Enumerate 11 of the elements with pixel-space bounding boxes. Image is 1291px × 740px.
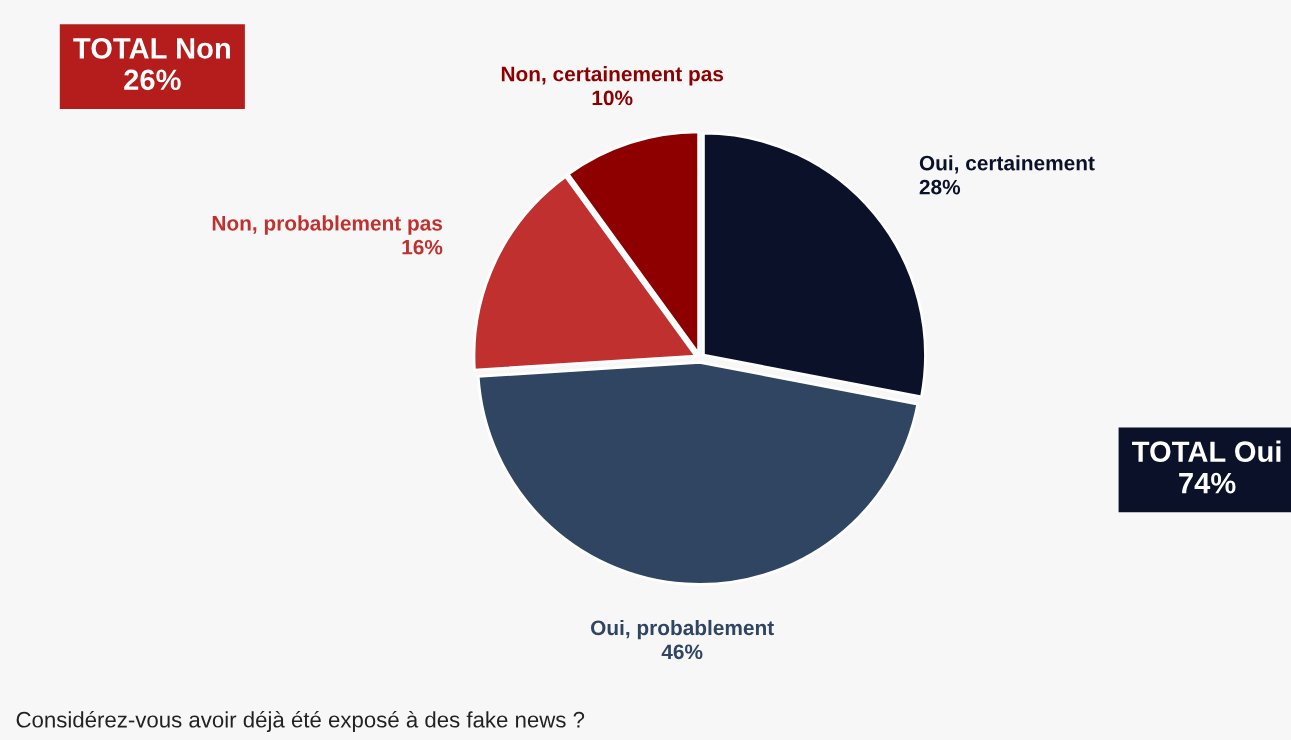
text: TOTAL Oui 74% [1132, 440, 1281, 494]
data-label: 10% [592, 90, 633, 106]
text: TOTAL Non 26% [73, 38, 230, 91]
slice-label: Oui, certainement [919, 155, 1095, 174]
slice-label: Non, probablement pas [212, 215, 443, 235]
data-label: 16% [402, 239, 443, 255]
text: Considérez-vous avoir déjà été exposé à des fake news ? [16, 711, 585, 732]
slice-label: Oui, probablement [591, 619, 774, 640]
data-label: 46% [661, 644, 703, 660]
data-label: 28% [919, 179, 961, 195]
slice-label: Non, certainement pas [501, 66, 724, 86]
